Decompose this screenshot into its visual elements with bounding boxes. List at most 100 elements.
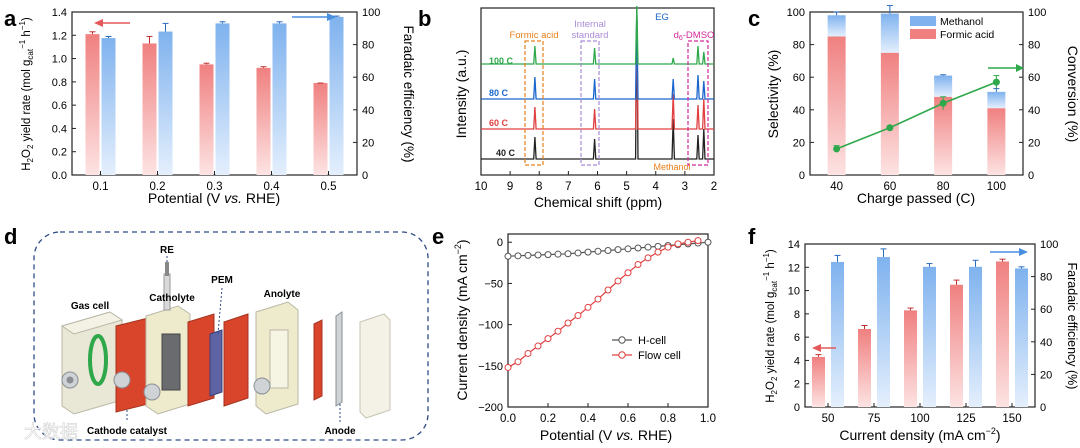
panel-f-chart: 0 2 4 6 8 10 12 14 0 20 40 60 80 100 50 75 100 125 150 C… — [762, 239, 1079, 443]
point-h-cell — [524, 251, 532, 259]
panel-c-chart: 0 20 40 60 80 100 0 20 40 60 80 100 40 60 80 100 Meth… — [765, 4, 1080, 206]
spectrum-60C — [481, 8, 714, 130]
point-flow-cell — [684, 238, 692, 246]
panel-a-y2-ticks: 0 20 40 60 80 100 — [353, 7, 380, 182]
catholyte-chamber — [143, 262, 191, 415]
x-tick-label: 1.0 — [700, 413, 716, 425]
x-tick-label: 0.2 — [540, 413, 556, 425]
x-tick-label: 0.1 — [93, 181, 109, 193]
panel-f-x-ticks: 50 75 100 125 150 — [822, 403, 1022, 425]
y-tick-label: 0.2 — [52, 147, 67, 159]
label-anolyte: Anolyte — [264, 289, 301, 300]
x-tick-label: 75 — [868, 413, 881, 425]
point-h-cell — [584, 248, 592, 256]
bar-yield-rate — [142, 43, 157, 175]
point-h-cell — [574, 249, 582, 257]
trace-label-100: 100 C — [489, 56, 514, 66]
panel-e-y-ticks: 0 −50 −100 −150 −200 — [478, 237, 512, 414]
panel-a-ylabel: H2O2 yield rate (mol gcat−1 h−1) — [18, 17, 35, 171]
bar-yield-rate — [858, 328, 871, 407]
gasket-2 — [223, 313, 249, 407]
x-tick-label: 0.4 — [580, 413, 597, 425]
y-tick-label: 0 — [794, 402, 800, 414]
point-h-cell — [634, 244, 642, 252]
anode-end-plate — [359, 313, 391, 419]
legend-label-hcell: H-cell — [638, 335, 666, 347]
trace-label-80: 80 C — [489, 88, 509, 98]
x-tick-label: 7 — [565, 181, 571, 193]
x-tick-label: 9 — [507, 181, 513, 193]
panel-a-xlabel: Potential (V vs. RHE) — [148, 190, 280, 206]
bar-faradaic-efficiency — [877, 257, 890, 407]
point-h-cell — [644, 243, 652, 251]
internal-annotation: Internal — [574, 19, 606, 30]
label-anode: Anode — [324, 426, 356, 437]
x-tick-label: 60 — [883, 181, 896, 193]
y-tick-label: 14 — [788, 239, 800, 251]
point-flow-cell — [574, 312, 582, 320]
panel-b-x-ticks: 10 9 8 7 6 5 4 3 2 — [475, 171, 717, 193]
internal-standard-box — [580, 40, 600, 166]
y-tick-label: 1.4 — [52, 7, 67, 19]
panel-c-frame — [809, 11, 1024, 176]
panel-a-left-arrowhead — [94, 19, 103, 27]
panel-c-arrowhead — [1016, 64, 1024, 72]
y2-tick-label: 0 — [362, 170, 368, 182]
bar-methanol — [934, 75, 953, 97]
panel-label-b: b — [418, 6, 431, 31]
x-tick-label: 40 — [830, 181, 843, 193]
anode-gasket — [313, 319, 323, 401]
y-tick-label: 0.8 — [52, 77, 67, 89]
bar-faradaic-efficiency — [158, 31, 173, 176]
x-tick-label: 8 — [536, 181, 542, 193]
eg-annotation: EG — [655, 12, 669, 23]
y-tick-label: −50 — [484, 278, 503, 290]
panel-e-x-ticks: 0.0 0.2 0.4 0.6 0.8 1.0 — [500, 403, 716, 425]
bar-faradaic-efficiency — [215, 23, 230, 175]
y2-tick-label: 100 — [362, 7, 380, 19]
point-flow-cell — [594, 295, 602, 303]
bar-faradaic-efficiency — [329, 16, 344, 175]
legend-label-formic: Formic acid — [940, 29, 994, 41]
y2-tick-label: 0 — [1028, 170, 1034, 182]
y-tick-label: 0.6 — [52, 100, 67, 112]
point-h-cell — [614, 246, 622, 254]
y-tick-label: 80 — [793, 40, 805, 52]
conversion-point — [992, 78, 1000, 86]
point-flow-cell — [664, 243, 672, 251]
point-flow-cell — [644, 254, 652, 262]
x-tick-label: 0.3 — [207, 181, 223, 193]
bar-faradaic-efficiency — [101, 38, 116, 175]
conversion-point — [833, 145, 841, 153]
bar-methanol — [880, 13, 899, 53]
bar-formic-acid — [880, 52, 899, 175]
dmso-box — [687, 40, 709, 166]
cathode-connector — [113, 371, 131, 389]
point-flow-cell — [514, 358, 522, 366]
y-tick-label: 2 — [794, 379, 800, 391]
y2-tick-label: 80 — [1028, 40, 1040, 52]
point-flow-cell — [544, 335, 552, 343]
panel-f-y2label: Faradaic efficiency (%) — [1065, 263, 1079, 390]
y2-tick-label: 20 — [1040, 369, 1052, 381]
y-tick-label: 1.0 — [52, 54, 67, 66]
x-tick-label: 0.4 — [264, 181, 281, 193]
point-h-cell — [624, 245, 632, 253]
panel-c-y-ticks: 0 20 40 60 80 100 — [787, 7, 814, 182]
anode-electrode — [335, 311, 343, 407]
point-flow-cell — [624, 269, 632, 277]
panel-b-xlabel: Chemical shift (ppm) — [534, 194, 662, 210]
trace-label-60: 60 C — [489, 118, 509, 128]
point-h-cell — [504, 252, 512, 260]
x-tick-label: 125 — [956, 413, 975, 425]
point-flow-cell — [504, 363, 512, 371]
panel-f-right-arrowhead — [1019, 248, 1028, 256]
y2-tick-label: 80 — [362, 40, 374, 52]
panel-d-illustration: RE PEM Gas cell Catholyte Anolyte Cathod… — [24, 231, 429, 442]
bar-yield-rate — [812, 356, 825, 407]
y-tick-label: 0 — [497, 237, 503, 249]
point-h-cell — [514, 252, 522, 260]
x-tick-label: 100 — [910, 413, 929, 425]
bar-faradaic-efficiency — [272, 23, 287, 175]
